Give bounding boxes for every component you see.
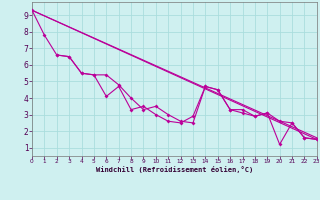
X-axis label: Windchill (Refroidissement éolien,°C): Windchill (Refroidissement éolien,°C) <box>96 166 253 173</box>
